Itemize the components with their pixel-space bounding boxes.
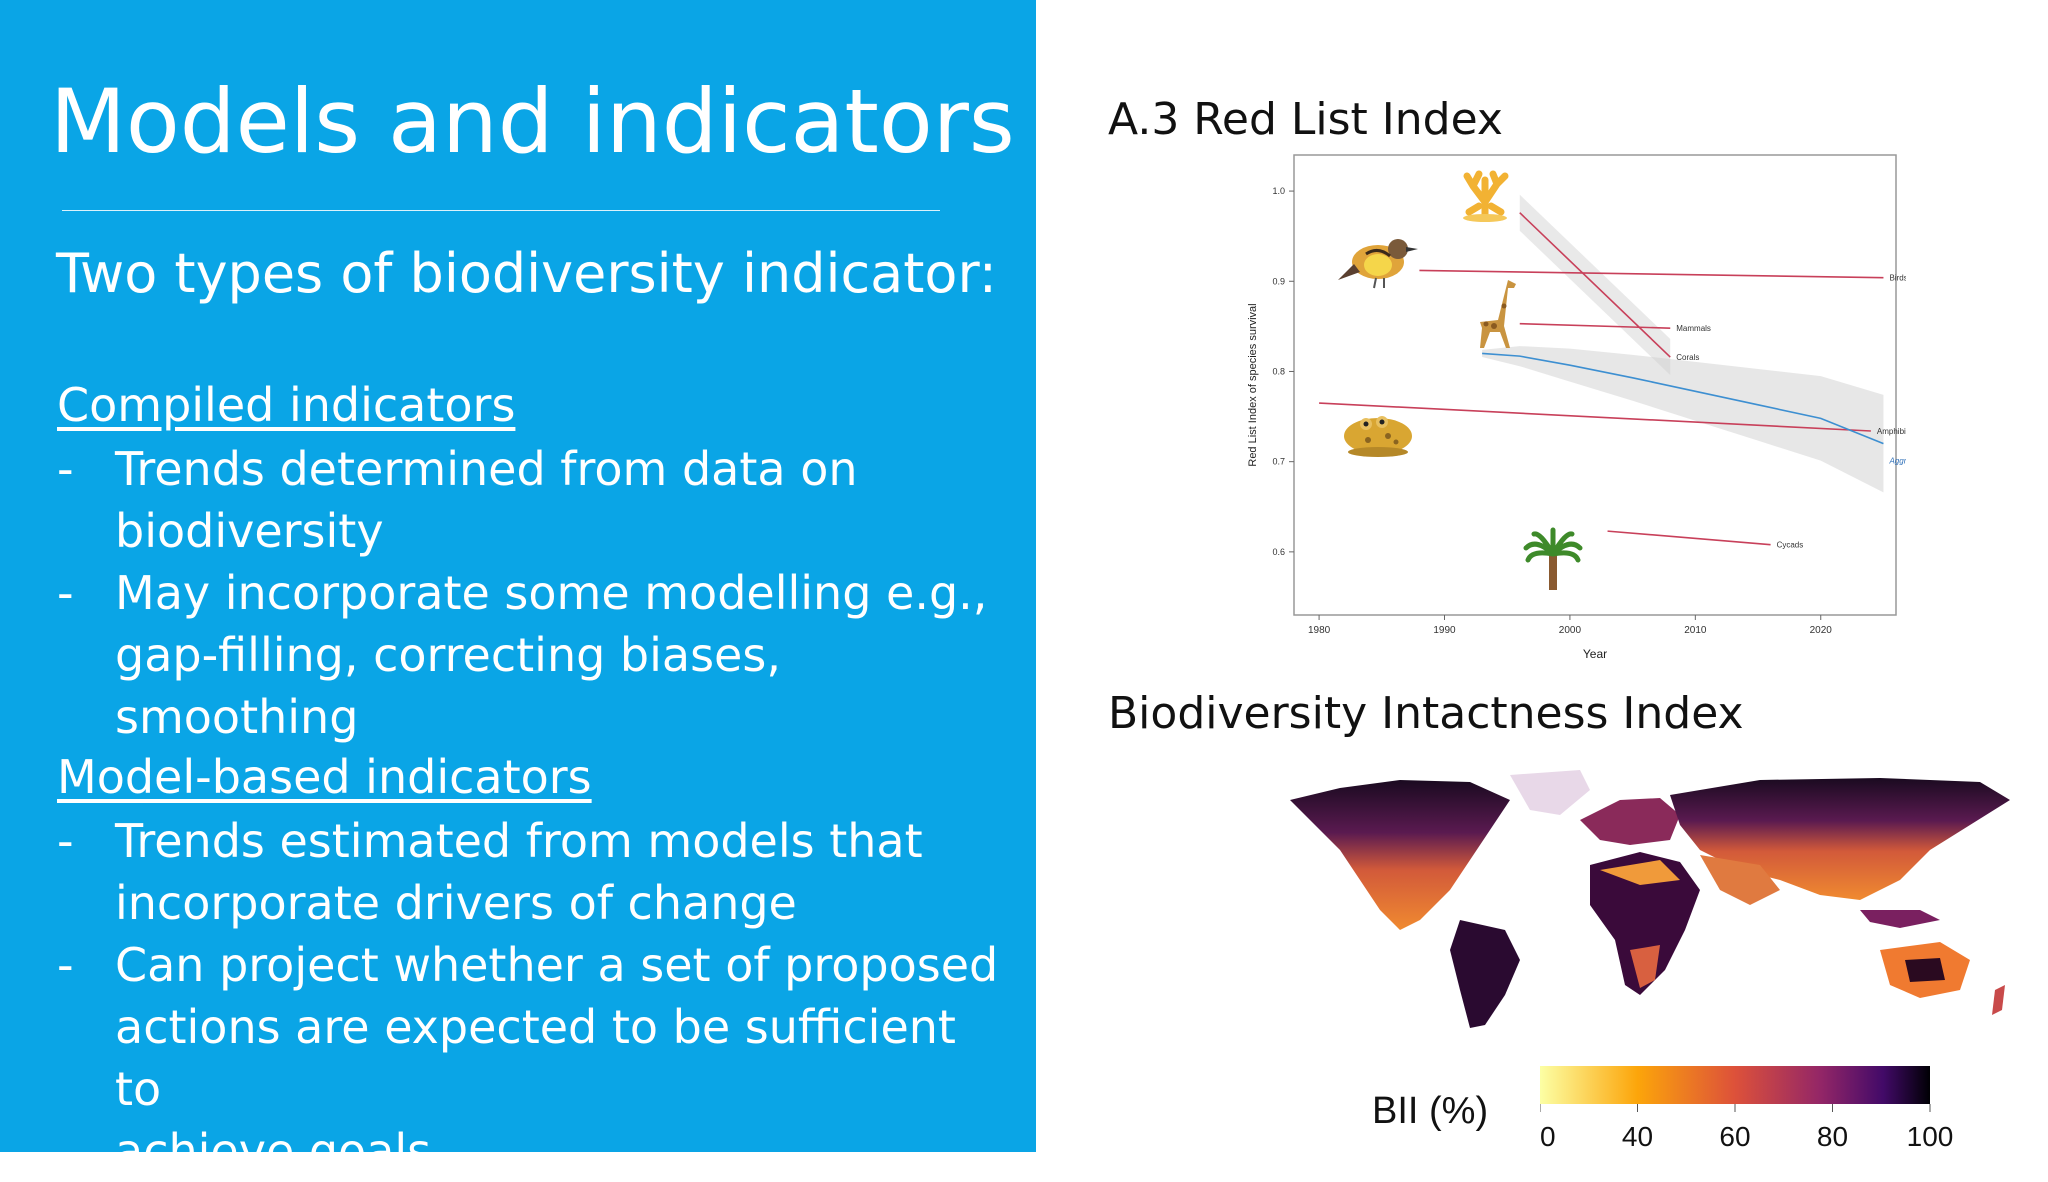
series-line-birds bbox=[1419, 269, 1884, 279]
series-label-amphibians: Amphibians bbox=[1877, 427, 1906, 436]
y-tick-label: 1.0 bbox=[1272, 186, 1285, 196]
palm-icon bbox=[1523, 527, 1583, 590]
se-asia bbox=[1860, 910, 1940, 928]
slide-subtitle: Two types of biodiversity indicator: bbox=[56, 242, 997, 305]
series-line-amphibians bbox=[1319, 402, 1871, 432]
frog-icon bbox=[1344, 416, 1412, 457]
europe bbox=[1580, 798, 1680, 845]
bullet-text: Can project whether a set of proposed ac… bbox=[115, 938, 999, 1178]
axes: 1980 1990 2000 2010 2020 0.6 0.7 0.8 0.9 1.0 bbox=[1272, 186, 1832, 636]
compiled-indicators-heading: Compiled indicators bbox=[57, 378, 516, 432]
y-axis-label: Red List Index of species survival bbox=[1247, 303, 1259, 466]
y-tick-label: 0.6 bbox=[1272, 547, 1285, 557]
bii-legend-ticks: 20 40 60 80 100 bbox=[1540, 1104, 1953, 1152]
south-america bbox=[1450, 920, 1520, 1028]
bii-world-map bbox=[1290, 770, 2010, 1028]
giraffe-icon bbox=[1480, 280, 1516, 348]
bullet-dash: - bbox=[57, 566, 74, 620]
bullet-text: May incorporate some modelling e.g., gap… bbox=[115, 566, 988, 744]
bullet-dash: - bbox=[57, 938, 74, 992]
africa bbox=[1590, 852, 1700, 995]
red-list-index-title: A.3 Red List Index bbox=[1108, 94, 1503, 145]
x-tick-label: 1990 bbox=[1433, 625, 1456, 636]
bullet-dash: - bbox=[57, 442, 74, 496]
series-line-corals bbox=[1519, 212, 1671, 358]
bullet-text: Trends estimated from models that incorp… bbox=[115, 814, 923, 930]
x-tick-label: 2010 bbox=[1684, 625, 1707, 636]
bii-color-bar bbox=[1540, 1066, 1930, 1104]
bii-tick-label: 60 bbox=[1719, 1121, 1750, 1152]
x-tick-label: 1980 bbox=[1308, 625, 1331, 636]
red-list-index-chart: 1980 1990 2000 2010 2020 0.6 0.7 0.8 0.9 1.0 Bird… bbox=[1247, 154, 1906, 661]
north-america bbox=[1290, 780, 1510, 930]
bii-tick-label: 40 bbox=[1622, 1121, 1653, 1152]
series-line-aggregate bbox=[1482, 352, 1884, 445]
y-tick-label: 0.7 bbox=[1272, 457, 1285, 467]
series-label-mammals: Mammals bbox=[1676, 324, 1711, 333]
series-line-mammals bbox=[1519, 322, 1671, 329]
series-label-cycads: Cycads bbox=[1777, 541, 1804, 550]
slide-title: Models and indicators bbox=[50, 70, 1015, 173]
series-label-birds: Birds bbox=[1889, 274, 1906, 283]
coral-icon bbox=[1463, 170, 1509, 222]
model-based-indicators-heading: Model-based indicators bbox=[57, 750, 592, 804]
aggregate-band bbox=[1482, 346, 1884, 493]
series-label-corals: Corals bbox=[1676, 353, 1699, 362]
left-panel: Models and indicators Two types of biodi… bbox=[0, 0, 1036, 1178]
series-line-cycads bbox=[1607, 530, 1771, 546]
series-labels: Birds Mammals Corals Amphibians Aggregate Cyc… bbox=[1676, 274, 1906, 550]
bullet-dash: - bbox=[57, 814, 74, 868]
y-tick-label: 0.9 bbox=[1272, 276, 1285, 286]
y-tick-label: 0.8 bbox=[1272, 366, 1285, 376]
bii-tick-label: 100 bbox=[1907, 1121, 1954, 1152]
bii-tick-label: 20 bbox=[1540, 1121, 1556, 1152]
title-divider bbox=[62, 210, 940, 211]
series-lines bbox=[1319, 212, 1884, 546]
bird-icon bbox=[1338, 239, 1418, 289]
bii-legend-label: BII (%) bbox=[1372, 1090, 1489, 1132]
bii-title: Biodiversity Intactness Index bbox=[1108, 688, 1744, 739]
greenland bbox=[1510, 770, 1590, 815]
series-label-aggregate: Aggregate bbox=[1888, 457, 1906, 466]
x-axis-label: Year bbox=[1583, 647, 1607, 661]
bii-color-legend: 20 40 60 80 100 bbox=[1540, 1066, 1953, 1152]
bii-tick-label: 80 bbox=[1817, 1121, 1848, 1152]
bullet-text: Trends determined from data on biodivers… bbox=[115, 442, 858, 558]
x-tick-label: 2020 bbox=[1810, 625, 1833, 636]
x-tick-label: 2000 bbox=[1559, 625, 1582, 636]
